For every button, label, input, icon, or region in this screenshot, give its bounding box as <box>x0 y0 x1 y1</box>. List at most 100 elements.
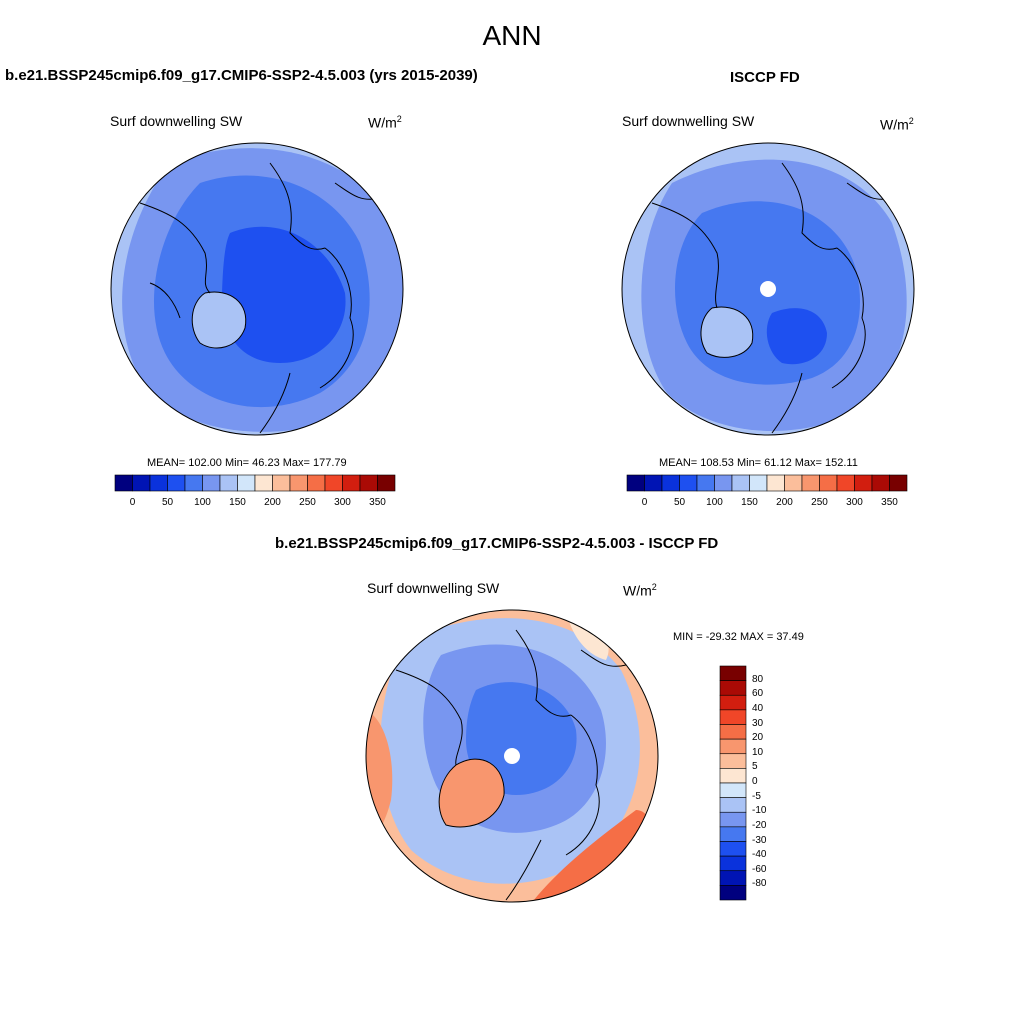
model-colorbar-tick-label: 300 <box>334 497 351 508</box>
model-colorbar-box <box>272 474 291 492</box>
diff-colorbar-tick-label: -60 <box>752 863 767 875</box>
diff-colorbar-box <box>719 768 747 784</box>
obs-panel-title: ISCCP FD <box>730 69 800 86</box>
obs-colorbar-box <box>696 474 715 492</box>
model-stats-label: MEAN= 102.00 Min= 46.23 Max= 177.79 <box>147 457 347 469</box>
diff-map-coastlines <box>395 629 627 901</box>
diff-colorbar-tick-label: -10 <box>752 805 767 817</box>
obs-colorbar-box <box>766 474 785 492</box>
diff-map-pole-gap <box>504 748 520 764</box>
diff-colorbar-tick-label: 0 <box>752 776 758 787</box>
model-colorbar-box <box>237 474 256 492</box>
model-units-label: W/m2 <box>368 114 402 131</box>
obs-colorbar-tick-label: 50 <box>673 497 686 508</box>
obs-colorbar-tick-label: 350 <box>881 497 898 508</box>
model-colorbar-box <box>149 474 168 492</box>
model-colorbar-box <box>167 474 186 492</box>
model-colorbar-box <box>359 474 378 492</box>
diff-colorbar-tick-label: 20 <box>752 732 764 744</box>
diff-colorbar-box <box>719 738 747 755</box>
diff-colorbar-tick-label: 40 <box>752 702 764 714</box>
obs-colorbar-box <box>889 474 908 492</box>
obs-colorbar-box <box>714 474 733 492</box>
obs-colorbar-tick-label: 250 <box>811 497 828 508</box>
obs-colorbar-box <box>626 474 645 492</box>
diff-minmax-label: MIN = -29.32 MAX = 37.49 <box>673 631 804 643</box>
diff-map-border <box>365 609 659 903</box>
diff-colorbar-tick-label: 80 <box>752 673 764 685</box>
model-colorbar-tick-label: 350 <box>369 497 386 508</box>
diff-colorbar-box <box>719 797 747 813</box>
model-map-greenland <box>192 292 246 348</box>
diff-colorbar-box <box>719 680 747 696</box>
obs-map-pole-gap <box>760 281 776 297</box>
diff-colorbar-tick-label: -80 <box>752 878 767 890</box>
diff-colorbar-tick-label: 60 <box>752 688 764 700</box>
diff-colorbar-box <box>719 855 747 872</box>
obs-colorbar-tick-label: 100 <box>706 497 723 508</box>
obs-colorbar-box <box>819 474 838 492</box>
model-colorbar-tick-label: 250 <box>299 497 316 508</box>
obs-colorbar-box <box>661 474 680 492</box>
obs-colorbar-box <box>871 474 890 492</box>
obs-colorbar-tick-label: 150 <box>741 497 758 508</box>
obs-colorbar-box <box>784 474 803 492</box>
model-colorbar-tick-label: 100 <box>194 497 211 508</box>
model-colorbar-tick-label: 200 <box>264 497 281 508</box>
model-colorbar-box <box>377 474 396 492</box>
diff-panel-title: b.e21.BSSP245cmip6.f09_g17.CMIP6-SSP2-4.… <box>275 535 719 552</box>
diff-colorbar-box <box>719 709 747 725</box>
model-colorbar-box <box>324 474 343 492</box>
diff-colorbar-tick-label: 10 <box>752 746 764 758</box>
diff-variable-label: Surf downwelling SW <box>367 580 500 596</box>
model-colorbar-tick-label: 0 <box>129 497 136 508</box>
diff-colorbar-tick-label: 30 <box>752 717 764 729</box>
obs-stats-label: MEAN= 108.53 Min= 61.12 Max= 152.11 <box>659 457 858 469</box>
model-polar-map <box>110 142 404 436</box>
model-colorbar-box <box>254 474 273 492</box>
diff-colorbar-box <box>719 724 747 740</box>
diff-colorbar-box <box>719 885 747 901</box>
model-colorbar-box <box>132 474 151 492</box>
diff-colorbar-tick-label: -5 <box>752 790 761 802</box>
model-colorbar-box <box>342 474 361 492</box>
diff-units-label: W/m2 <box>623 582 657 599</box>
diff-colorbar-tick-label: -40 <box>752 849 767 861</box>
diff-colorbar-box <box>719 811 747 828</box>
obs-colorbar <box>626 474 908 492</box>
diff-colorbar-box <box>719 870 747 886</box>
obs-map-core-region <box>766 308 827 365</box>
obs-colorbar-tick-label: 200 <box>776 497 793 508</box>
diff-colorbar-tick-label: -20 <box>752 819 767 831</box>
diff-colorbar-box <box>719 782 747 798</box>
obs-map-border <box>621 142 915 436</box>
obs-map-greenland <box>700 307 753 358</box>
diff-colorbar-box <box>719 753 747 769</box>
model-map-border <box>110 142 404 436</box>
model-colorbar-tick-label: 150 <box>229 497 246 508</box>
model-variable-label: Surf downwelling SW <box>110 113 243 129</box>
obs-colorbar-tick-label: 300 <box>846 497 863 508</box>
model-colorbar-box <box>289 474 308 492</box>
obs-colorbar-tick-label: 0 <box>641 497 648 508</box>
obs-colorbar-box <box>854 474 873 492</box>
obs-variable-label: Surf downwelling SW <box>622 113 755 129</box>
obs-colorbar-box <box>836 474 855 492</box>
diff-colorbar-box <box>719 694 747 711</box>
diff-colorbar-box <box>719 826 747 842</box>
model-colorbar-box <box>184 474 203 492</box>
obs-colorbar-box <box>749 474 768 492</box>
obs-colorbar-box <box>731 474 750 492</box>
obs-colorbar-box <box>644 474 663 492</box>
obs-units-label: W/m2 <box>880 116 914 133</box>
diff-colorbar-box <box>719 665 747 681</box>
model-colorbar-tick-label: 50 <box>161 497 174 508</box>
model-panel-title: b.e21.BSSP245cmip6.f09_g17.CMIP6-SSP2-4.… <box>5 67 478 84</box>
model-map-core-region <box>221 226 346 363</box>
model-colorbar-box <box>202 474 221 492</box>
diff-polar-map <box>365 609 659 903</box>
obs-polar-map <box>621 142 915 436</box>
diff-colorbar-tick-label: -30 <box>752 834 767 846</box>
obs-colorbar-box <box>679 474 698 492</box>
model-colorbar-box <box>219 474 238 492</box>
